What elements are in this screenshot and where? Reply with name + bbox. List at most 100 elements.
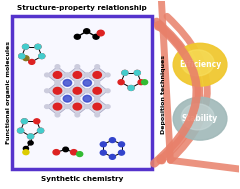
Circle shape xyxy=(84,29,90,34)
Circle shape xyxy=(95,96,100,100)
Circle shape xyxy=(75,113,80,117)
Circle shape xyxy=(181,104,214,130)
FancyArrowPatch shape xyxy=(156,22,199,160)
Circle shape xyxy=(39,54,45,59)
FancyArrowPatch shape xyxy=(154,25,197,163)
Circle shape xyxy=(21,119,27,124)
Text: Structure-property relationship: Structure-property relationship xyxy=(17,5,147,11)
Circle shape xyxy=(55,65,60,68)
Circle shape xyxy=(55,81,60,84)
Circle shape xyxy=(65,73,69,77)
Circle shape xyxy=(35,44,41,49)
Circle shape xyxy=(122,70,128,75)
Polygon shape xyxy=(47,82,68,99)
Circle shape xyxy=(53,88,62,94)
Circle shape xyxy=(105,105,110,108)
Circle shape xyxy=(45,89,49,93)
Circle shape xyxy=(134,70,140,75)
Circle shape xyxy=(75,81,80,84)
Circle shape xyxy=(35,44,41,49)
Circle shape xyxy=(134,70,140,75)
Circle shape xyxy=(100,142,106,147)
Circle shape xyxy=(173,43,227,86)
Polygon shape xyxy=(47,67,68,83)
Polygon shape xyxy=(67,98,88,115)
Text: Deposition techniques: Deposition techniques xyxy=(161,55,166,134)
Circle shape xyxy=(138,80,144,85)
Circle shape xyxy=(66,73,70,77)
Text: Stability: Stability xyxy=(182,114,218,123)
FancyBboxPatch shape xyxy=(12,16,152,169)
Polygon shape xyxy=(87,82,108,99)
Circle shape xyxy=(119,150,125,155)
Circle shape xyxy=(66,105,70,108)
Circle shape xyxy=(73,103,82,110)
Circle shape xyxy=(100,150,106,155)
Circle shape xyxy=(75,96,80,100)
Circle shape xyxy=(84,105,89,108)
Polygon shape xyxy=(87,98,108,115)
Circle shape xyxy=(109,138,115,143)
Circle shape xyxy=(95,65,100,68)
Circle shape xyxy=(23,150,29,155)
Circle shape xyxy=(128,86,134,90)
Circle shape xyxy=(23,146,29,151)
Circle shape xyxy=(53,103,62,110)
Circle shape xyxy=(63,147,68,152)
Circle shape xyxy=(119,142,125,147)
Circle shape xyxy=(18,128,24,133)
Polygon shape xyxy=(87,67,108,83)
Polygon shape xyxy=(47,98,68,115)
Circle shape xyxy=(95,97,100,101)
Circle shape xyxy=(66,89,70,93)
Circle shape xyxy=(37,128,44,133)
Circle shape xyxy=(75,97,80,101)
Circle shape xyxy=(23,44,29,49)
Circle shape xyxy=(122,70,128,75)
Circle shape xyxy=(21,119,27,124)
Circle shape xyxy=(93,72,102,78)
Circle shape xyxy=(83,80,91,86)
Circle shape xyxy=(84,73,89,77)
Circle shape xyxy=(55,96,60,100)
Circle shape xyxy=(74,34,80,39)
Circle shape xyxy=(95,81,100,85)
Circle shape xyxy=(93,34,99,39)
Circle shape xyxy=(97,30,104,36)
Circle shape xyxy=(93,88,102,94)
Text: Functional organic molecules: Functional organic molecules xyxy=(6,41,11,144)
Polygon shape xyxy=(67,82,88,99)
Circle shape xyxy=(105,89,110,93)
Circle shape xyxy=(105,73,110,77)
Circle shape xyxy=(34,119,40,124)
Circle shape xyxy=(181,50,214,76)
Circle shape xyxy=(18,128,24,133)
Circle shape xyxy=(73,72,82,78)
Circle shape xyxy=(63,80,72,86)
Circle shape xyxy=(39,54,45,59)
Circle shape xyxy=(85,89,90,93)
Circle shape xyxy=(45,73,49,77)
Circle shape xyxy=(55,113,60,117)
Circle shape xyxy=(95,81,100,84)
Circle shape xyxy=(142,80,148,85)
Circle shape xyxy=(75,65,80,68)
Circle shape xyxy=(93,103,102,110)
Text: Synthetic chemistry: Synthetic chemistry xyxy=(41,177,123,182)
Circle shape xyxy=(65,89,69,93)
Circle shape xyxy=(23,44,29,49)
Circle shape xyxy=(95,113,100,117)
Circle shape xyxy=(118,80,124,85)
Circle shape xyxy=(84,89,89,93)
Circle shape xyxy=(65,105,69,108)
Circle shape xyxy=(71,150,77,155)
Circle shape xyxy=(73,88,82,94)
Circle shape xyxy=(53,72,62,78)
Circle shape xyxy=(28,141,33,145)
Circle shape xyxy=(173,97,227,140)
Circle shape xyxy=(29,60,35,64)
Polygon shape xyxy=(67,67,88,83)
Circle shape xyxy=(19,54,25,59)
FancyArrowPatch shape xyxy=(161,0,240,182)
Circle shape xyxy=(77,152,83,156)
